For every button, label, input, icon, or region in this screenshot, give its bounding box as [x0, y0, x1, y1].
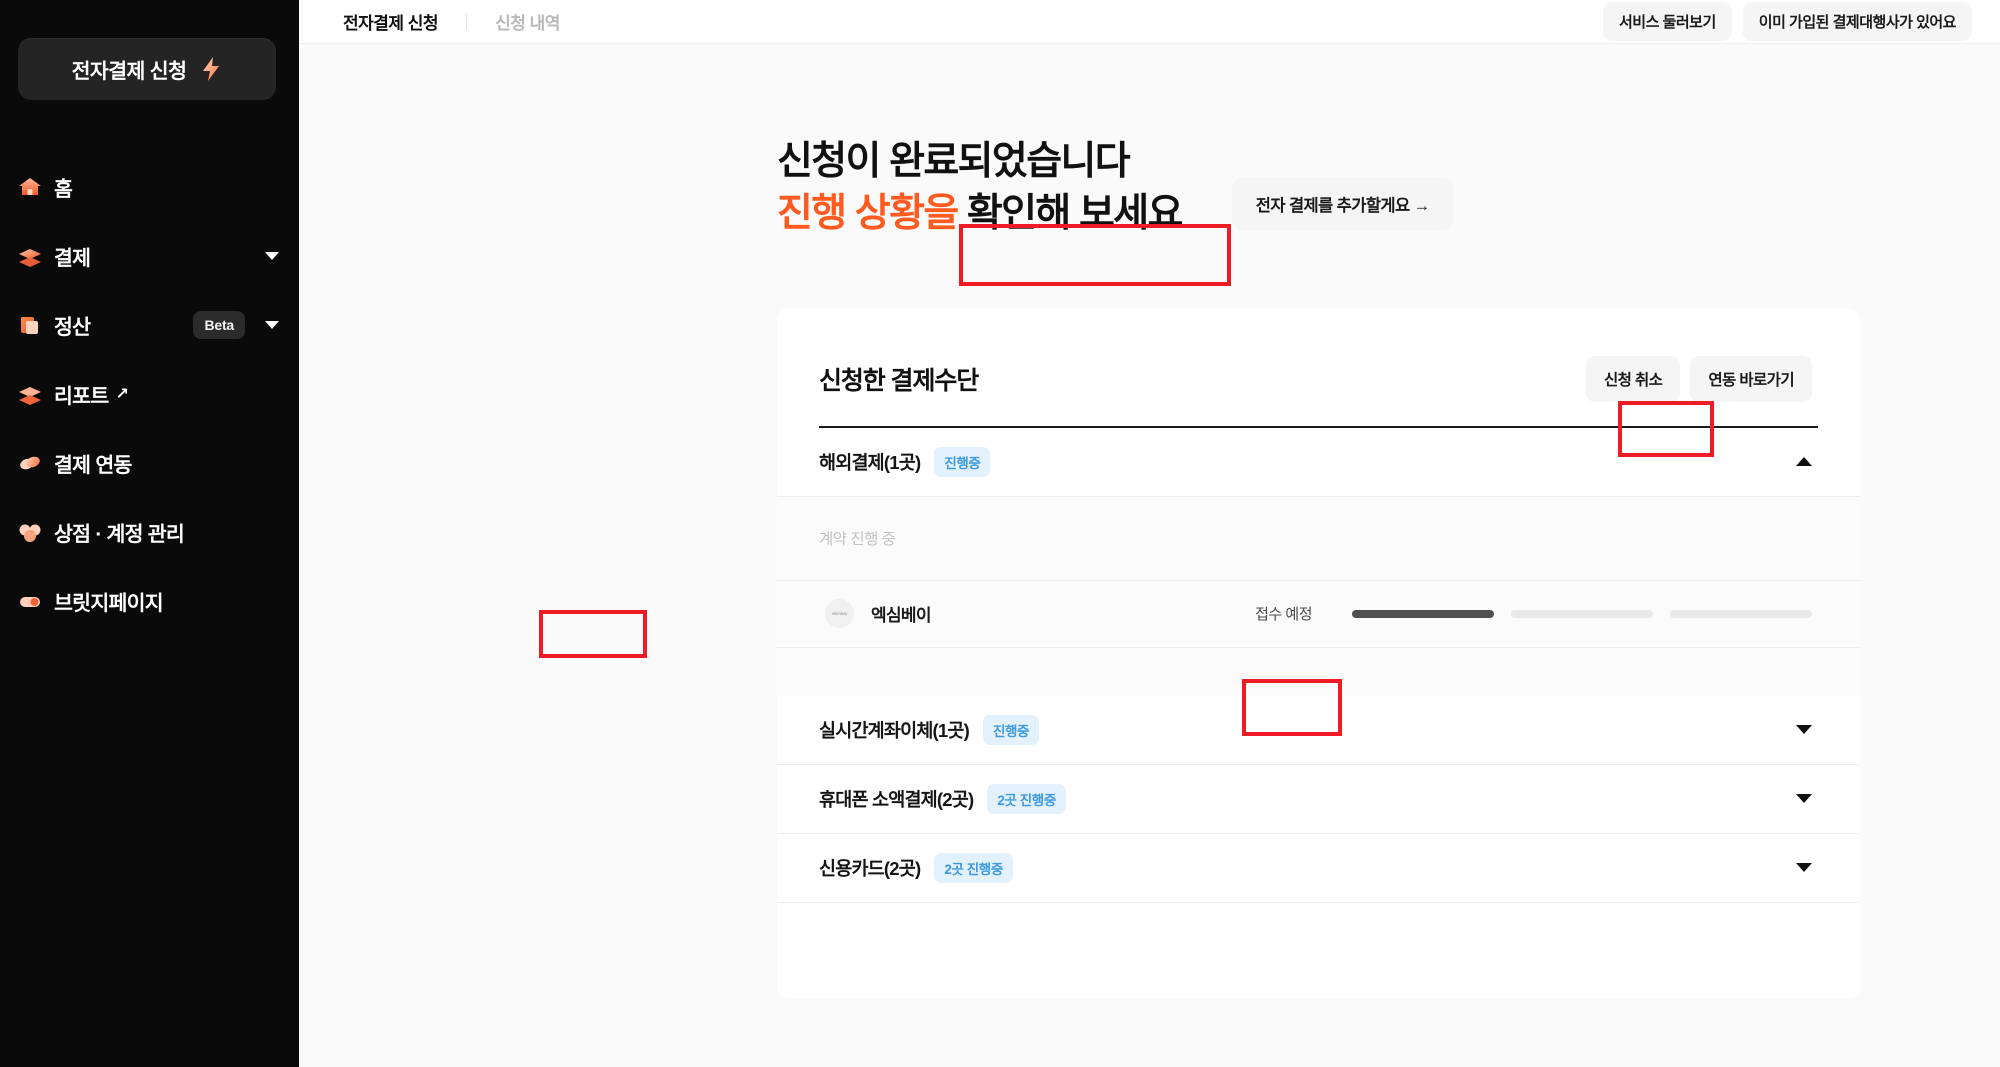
applied-payment-methods-card: 신청한 결제수단 신청 취소 연동 바로가기 해외결제(1곳) 진행중 계약 진…	[777, 307, 1860, 998]
progress-step-1	[1352, 609, 1494, 618]
merchant-name: 엑심베이	[871, 606, 931, 625]
accordion-header-mobile-micropayment[interactable]: 휴대폰 소액결제(2곳) 2곳 진행중	[777, 765, 1860, 834]
explore-service-button[interactable]: 서비스 둘러보기	[1603, 2, 1732, 41]
sidebar: 전자결제 신청	[0, 0, 299, 1067]
chevron-down-icon[interactable]	[265, 251, 279, 260]
hero-line-2-accent: 진행 상황을	[777, 192, 959, 236]
sidebar-item-label: 결제 연동	[54, 453, 132, 477]
accordion-label: 휴대폰 소액결제(2곳)	[819, 788, 974, 810]
contract-stage: 계약 진행 중	[777, 497, 1860, 580]
merchant-logo-text: ekimbay	[831, 610, 848, 617]
beta-badge: Beta	[193, 310, 245, 339]
sidebar-brand-title: 전자결제 신청	[71, 60, 187, 83]
external-link-icon: ↗	[115, 385, 129, 403]
main-area: 전자결제 신청 신청 내역 서비스 둘러보기 이미 가입된 결제대행사가 있어요…	[299, 0, 2000, 1067]
add-payment-button[interactable]: 전자 결제를 추가할게요 →	[1231, 177, 1454, 230]
hero: 신청이 완료되었습니다 진행 상황을 확인해 보세요 전자 결제를 추가할게요 …	[299, 44, 2000, 241]
toggle-icon	[14, 585, 46, 617]
page-title: 신청이 완료되었습니다 진행 상황을 확인해 보세요	[777, 136, 1184, 241]
accordion-header-realtime-transfer[interactable]: 실시간계좌이체(1곳) 진행중	[777, 696, 1860, 765]
link-icon	[14, 447, 46, 479]
card-header: 신청한 결제수단 신청 취소 연동 바로가기	[777, 308, 1860, 408]
sidebar-item-report[interactable]: 리포트 ↗	[0, 359, 299, 428]
sidebar-item-home[interactable]: 홈	[0, 152, 299, 221]
hero-line-1: 신청이 완료되었습니다	[777, 140, 1131, 183]
home-icon	[14, 171, 46, 203]
card-divider	[819, 425, 1818, 428]
accordion-label: 해외결제(1곳)	[819, 451, 921, 473]
layers-icon	[14, 240, 46, 272]
tab-divider	[466, 13, 468, 30]
sidebar-nav: 홈 결제	[0, 152, 299, 635]
table-row[interactable]: ekimbay 엑심베이 접수 예정	[777, 579, 1860, 648]
status-badge: 2곳 진행중	[934, 852, 1013, 883]
tab-application[interactable]: 전자결제 신청	[343, 14, 439, 33]
accordion-header-credit-card[interactable]: 신용카드(2곳) 2곳 진행중	[777, 834, 1860, 903]
chevron-down-icon[interactable]	[265, 320, 279, 329]
status-badge: 2곳 진행중	[987, 783, 1066, 814]
accordion-body-footer	[777, 648, 1860, 696]
existing-pg-button[interactable]: 이미 가입된 결제대행사가 있어요	[1742, 2, 1972, 41]
status-badge: 진행중	[982, 714, 1040, 745]
sidebar-item-settlement[interactable]: 정산 Beta	[0, 290, 299, 359]
status-badge: 진행중	[934, 446, 991, 477]
merchant-logo-icon: ekimbay	[825, 599, 854, 628]
card-title: 신청한 결제수단	[819, 366, 979, 395]
merchant-status: 접수 예정	[1255, 606, 1312, 623]
accordion-body-overseas: 계약 진행 중 ekimbay 엑심베이 접수 예정	[777, 496, 1860, 696]
sidebar-item-bridge-page[interactable]: 브릿지페이지	[0, 566, 299, 635]
sidebar-brand[interactable]: 전자결제 신청	[18, 38, 276, 100]
progress-step-3	[1670, 609, 1812, 618]
sidebar-item-label: 브릿지페이지	[54, 591, 164, 615]
goto-integration-button[interactable]: 연동 바로가기	[1690, 355, 1812, 402]
accordion-label: 신용카드(2곳)	[819, 857, 921, 879]
chevron-down-icon[interactable]	[1796, 794, 1812, 803]
chevron-up-icon[interactable]	[1796, 457, 1812, 466]
progress-step-2	[1511, 609, 1653, 618]
sidebar-item-label: 상점 · 계정 관리	[54, 522, 185, 546]
topbar: 전자결제 신청 신청 내역 서비스 둘러보기 이미 가입된 결제대행사가 있어요	[299, 0, 2000, 44]
accordion-label: 실시간계좌이체(1곳)	[819, 719, 970, 741]
store-icon	[14, 516, 46, 548]
cancel-application-button[interactable]: 신청 취소	[1585, 355, 1681, 402]
sidebar-item-store-account[interactable]: 상점 · 계정 관리	[0, 497, 299, 566]
sidebar-item-label: 리포트	[54, 384, 109, 408]
sidebar-item-payment[interactable]: 결제	[0, 221, 299, 290]
hero-line-2-rest: 확인해 보세요	[957, 192, 1184, 236]
box-icon	[14, 309, 46, 341]
topbar-actions: 서비스 둘러보기 이미 가입된 결제대행사가 있어요	[1603, 2, 1972, 41]
chevron-down-icon[interactable]	[1796, 725, 1812, 734]
merchant-progress-area: 접수 예정	[1251, 603, 1812, 624]
content: 신청이 완료되었습니다 진행 상황을 확인해 보세요 전자 결제를 추가할게요 …	[299, 44, 2000, 998]
topbar-tabs: 전자결제 신청 신청 내역	[341, 9, 562, 34]
card-actions: 신청 취소 연동 바로가기	[1585, 355, 1812, 402]
hero-cta-wrap: 전자 결제를 추가할게요 →	[1231, 177, 1454, 230]
sidebar-item-label: 홈	[54, 177, 73, 201]
accordion-header-overseas[interactable]: 해외결제(1곳) 진행중	[777, 428, 1860, 497]
tab-history[interactable]: 신청 내역	[495, 14, 560, 33]
sidebar-item-label: 정산	[54, 315, 91, 339]
bolt-icon	[200, 56, 222, 82]
contract-stage-label: 계약 진행 중	[819, 531, 896, 548]
progress-steps	[1352, 609, 1812, 618]
chevron-down-icon[interactable]	[1796, 863, 1812, 872]
layers-icon	[14, 378, 46, 410]
sidebar-item-payment-integration[interactable]: 결제 연동	[0, 428, 299, 497]
sidebar-item-label: 결제	[54, 246, 91, 270]
